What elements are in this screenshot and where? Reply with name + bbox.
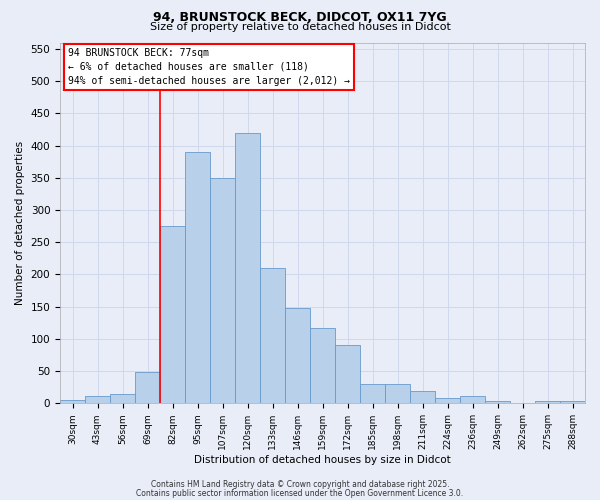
Bar xyxy=(185,152,210,404)
Text: Contains HM Land Registry data © Crown copyright and database right 2025.: Contains HM Land Registry data © Crown c… xyxy=(151,480,449,489)
Bar xyxy=(535,402,560,404)
Bar xyxy=(310,328,335,404)
Bar xyxy=(285,308,310,404)
Bar xyxy=(360,384,385,404)
Bar xyxy=(260,268,285,404)
Y-axis label: Number of detached properties: Number of detached properties xyxy=(15,141,25,305)
Bar xyxy=(85,396,110,404)
Bar xyxy=(485,401,510,404)
Text: Contains public sector information licensed under the Open Government Licence 3.: Contains public sector information licen… xyxy=(136,488,464,498)
Text: 94, BRUNSTOCK BECK, DIDCOT, OX11 7YG: 94, BRUNSTOCK BECK, DIDCOT, OX11 7YG xyxy=(153,11,447,24)
Bar xyxy=(210,178,235,404)
Text: Size of property relative to detached houses in Didcot: Size of property relative to detached ho… xyxy=(149,22,451,32)
Bar xyxy=(460,396,485,404)
Bar xyxy=(135,372,160,404)
Bar xyxy=(410,391,435,404)
Bar xyxy=(235,132,260,404)
Bar xyxy=(435,398,460,404)
X-axis label: Distribution of detached houses by size in Didcot: Distribution of detached houses by size … xyxy=(194,455,451,465)
Bar xyxy=(510,402,535,404)
Bar xyxy=(335,346,360,404)
Bar xyxy=(160,226,185,404)
Bar xyxy=(110,394,135,404)
Bar xyxy=(60,400,85,404)
Text: 94 BRUNSTOCK BECK: 77sqm
← 6% of detached houses are smaller (118)
94% of semi-d: 94 BRUNSTOCK BECK: 77sqm ← 6% of detache… xyxy=(68,48,350,86)
Bar xyxy=(560,402,585,404)
Bar xyxy=(385,384,410,404)
